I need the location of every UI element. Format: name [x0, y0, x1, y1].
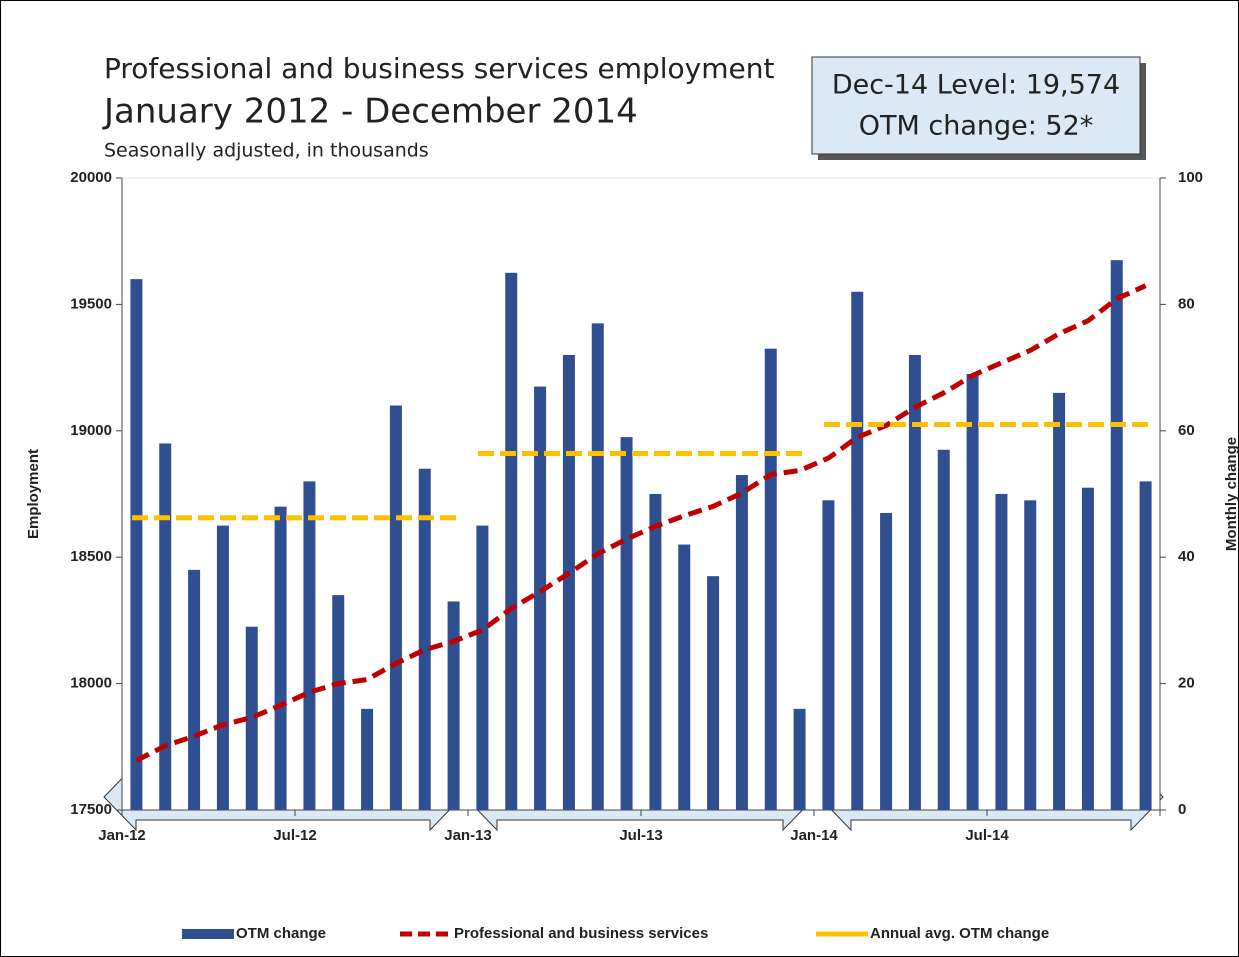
y-tick-label: 20000	[70, 169, 112, 186]
bar	[1139, 481, 1152, 810]
bar	[908, 354, 921, 810]
bar	[1053, 392, 1066, 810]
bar	[476, 525, 489, 810]
employment-line	[135, 283, 1147, 763]
bar	[534, 386, 547, 810]
bar	[707, 576, 720, 810]
bar	[995, 494, 1008, 810]
y2-tick-label: 40	[1178, 548, 1195, 565]
callout-text: OTM change: 52*	[859, 111, 1094, 142]
y-tick-label: 19000	[70, 422, 112, 439]
bar	[822, 500, 835, 810]
bar	[880, 512, 893, 810]
bar	[678, 544, 691, 810]
bar	[274, 506, 287, 810]
y2-tick-label: 100	[1178, 169, 1203, 186]
bar	[1081, 487, 1094, 810]
bar	[591, 323, 604, 810]
bar	[188, 569, 201, 810]
legend-label: OTM change	[236, 925, 326, 942]
bar	[505, 272, 518, 810]
bar	[245, 626, 258, 810]
chart-title: Professional and business services emplo…	[104, 52, 774, 85]
x-tick-label: Jan-12	[98, 827, 146, 844]
y-axis-label: Employment	[25, 449, 42, 539]
y2-tick-label: 60	[1178, 422, 1195, 439]
bar	[966, 373, 979, 810]
y2-axis-label: Monthly change	[1223, 437, 1239, 551]
bar	[1110, 260, 1123, 810]
x-tick-label: Jul-12	[273, 827, 316, 844]
bar	[620, 437, 633, 810]
bar	[159, 443, 172, 810]
bar	[1024, 500, 1037, 810]
x-tick-label: Jul-13	[619, 827, 662, 844]
bar	[389, 405, 402, 810]
legend-label: Annual avg. OTM change	[870, 925, 1049, 942]
y-tick-label: 18500	[70, 548, 112, 565]
bar	[216, 525, 229, 810]
bar	[851, 291, 864, 810]
bar	[562, 354, 575, 810]
legend-label: Professional and business services	[454, 925, 708, 942]
y-tick-label: 19500	[70, 295, 112, 312]
x-tick-label: Jan-13	[444, 827, 492, 844]
y2-tick-label: 80	[1178, 295, 1195, 312]
x-tick-label: Jan-14	[790, 827, 838, 844]
bar	[735, 475, 748, 810]
bar	[649, 494, 662, 810]
bar	[332, 595, 345, 810]
bar	[793, 708, 806, 810]
x-tick-label: Jul-14	[965, 827, 1009, 844]
callout-box	[811, 56, 1141, 155]
bar	[418, 468, 431, 810]
y2-tick-label: 20	[1178, 675, 1195, 692]
bar	[303, 481, 316, 810]
callout-text: Dec-14 Level: 19,574	[832, 70, 1120, 101]
y-tick-label: 17500	[70, 801, 112, 818]
chart-note: Seasonally adjusted, in thousands	[104, 140, 429, 162]
bar	[764, 348, 777, 810]
y2-tick-label: 0	[1178, 801, 1186, 818]
chart-subtitle: January 2012 - December 2014	[102, 92, 638, 132]
legend-swatch	[182, 929, 234, 939]
bar	[447, 601, 460, 810]
bar	[130, 279, 143, 810]
bar	[937, 449, 950, 810]
plot-area	[121, 177, 1161, 811]
y-tick-label: 18000	[70, 675, 112, 692]
bar	[361, 708, 374, 810]
